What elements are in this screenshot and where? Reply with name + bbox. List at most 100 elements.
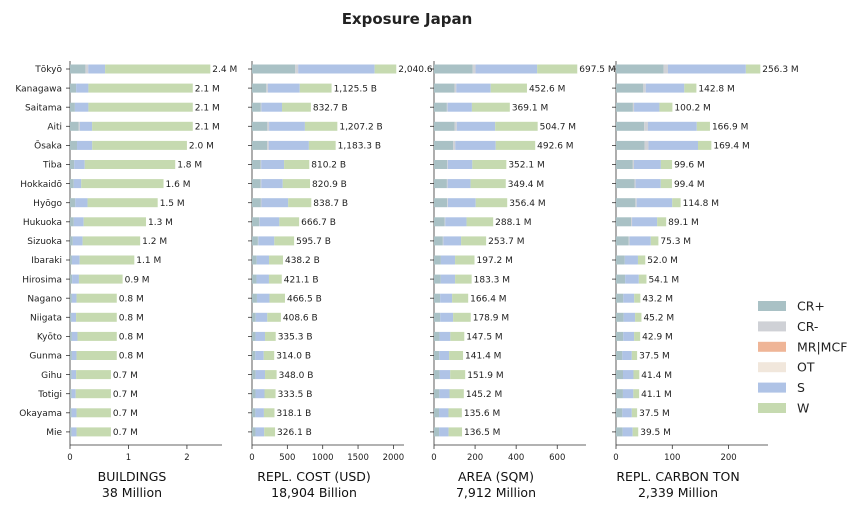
value-label: 151.9 M — [467, 371, 503, 381]
bar-segment-cr- — [252, 293, 257, 303]
bar-segment-w — [745, 64, 761, 74]
bar-segment-s — [258, 236, 275, 246]
bar-segment-cr- — [447, 198, 448, 208]
value-label: 142.8 M — [698, 84, 734, 94]
bar-segment-cr- — [453, 140, 456, 150]
bar-segment-cr- — [434, 160, 448, 169]
category-label: Tōkyō — [34, 65, 62, 75]
bar-segment-s — [439, 351, 450, 360]
bar-segment-cr- — [70, 198, 76, 208]
bar-segment-s — [456, 83, 491, 93]
bar-segment-w — [450, 370, 466, 380]
bar-segment-s — [622, 351, 632, 360]
category-label: Okayama — [19, 409, 62, 419]
bar-segment-w — [632, 427, 639, 437]
bar-segment-s — [256, 255, 270, 265]
bar-segment-cr- — [635, 198, 637, 208]
bar-segment-w — [455, 255, 475, 265]
bar-segment-s — [623, 331, 635, 341]
bar-segment-s — [261, 179, 283, 189]
bar-segment-cr- — [446, 102, 448, 112]
bar-segment-cr- — [616, 370, 623, 380]
category-label: Kyōto — [37, 333, 63, 343]
bar-segment-s — [447, 198, 476, 208]
category-label: Niigata — [30, 314, 62, 324]
value-label: 253.7 M — [488, 237, 524, 247]
bar-segment-cr- — [616, 408, 623, 418]
value-label: 141.4 M — [465, 352, 501, 362]
bar-segment-w — [634, 293, 641, 303]
bar-segment-w — [267, 312, 281, 322]
bar-segment-w — [279, 217, 300, 227]
bar-segment-w — [660, 179, 672, 189]
value-label: 0.9 M — [125, 275, 150, 285]
bar-segment-cr- — [616, 121, 645, 131]
bar-segment-cr- — [628, 236, 630, 246]
bar-segment-w — [472, 160, 507, 169]
bar-segment-w — [461, 236, 487, 246]
legend-swatch — [758, 321, 786, 332]
bar-segment-s — [72, 274, 79, 284]
bar-segment-s — [88, 64, 106, 74]
category-label: Hokkaidō — [20, 180, 62, 190]
bar-segment-cr- — [616, 64, 664, 74]
bar-segment-cr- — [252, 102, 261, 112]
bar-segment-cr- — [252, 236, 258, 246]
value-label: 100.2 M — [674, 103, 710, 113]
bar-segment-s — [667, 64, 746, 74]
bar-segment-s — [622, 370, 634, 380]
value-label: 0.8 M — [119, 352, 144, 362]
bar-segment-w — [637, 255, 646, 265]
bar-segment-w — [265, 370, 277, 380]
bar-segment-s — [624, 255, 638, 265]
bar-segment-cr- — [644, 140, 649, 150]
panel-1: 0 1 2 Tōkyō 2.4 M Kanagawa 2.1 M Saitama 2.1 M Ai… — [15, 61, 237, 500]
bar-segment-w — [448, 427, 463, 437]
category-label: Hukuoka — [23, 218, 62, 228]
bar-segment-cr- — [616, 274, 626, 284]
bar-segment-cr- — [616, 427, 623, 437]
bar-segment-w — [78, 274, 123, 284]
value-label: 369.1 M — [512, 103, 548, 113]
bar-segment-cr- — [70, 121, 79, 131]
bar-segment-w — [76, 427, 111, 437]
value-label: 256.3 M — [762, 65, 798, 75]
bar-segment-cr- — [632, 102, 635, 112]
bar-segment-cr- — [252, 351, 256, 360]
bar-segment-s — [76, 83, 89, 93]
bar-segment-cr- — [70, 255, 72, 265]
bar-segment-s — [259, 217, 280, 227]
bar-segment-cr- — [70, 312, 72, 322]
bar-segment-w — [92, 140, 187, 150]
bar-segment-w — [75, 389, 111, 399]
bar-segment-w — [76, 408, 111, 418]
bar-segment-s — [439, 331, 451, 341]
value-label: 37.5 M — [639, 409, 670, 419]
value-label: 504.7 M — [540, 123, 576, 133]
x-tick-label: 1 — [126, 453, 131, 463]
bar-segment-cr- — [616, 102, 633, 112]
bar-segment-cr- — [266, 83, 268, 93]
bar-segment-s — [255, 370, 266, 380]
value-label: 114.8 M — [683, 199, 719, 209]
bar-segment-s — [79, 121, 93, 131]
bar-segment-s — [475, 64, 538, 74]
bar-segment-s — [635, 179, 661, 189]
bar-segment-w — [537, 64, 578, 74]
bar-segment-s — [439, 408, 449, 418]
bar-segment-cr- — [252, 217, 260, 227]
x-tick-label: 500 — [279, 453, 295, 463]
bar-segment-s — [447, 160, 473, 169]
bar-segment-cr- — [434, 140, 454, 150]
bar-segment-cr- — [434, 102, 447, 112]
bar-segment-cr- — [70, 293, 72, 303]
x-tick-label: 600 — [549, 453, 565, 463]
value-label: 1.2 M — [142, 237, 167, 247]
category-label: Aiti — [47, 123, 62, 133]
bar-segment-s — [71, 408, 77, 418]
value-label: 1.5 M — [160, 199, 185, 209]
bar-segment-w — [449, 389, 464, 399]
value-label: 595.7 B — [296, 237, 331, 247]
value-label: 1.8 M — [177, 161, 202, 171]
